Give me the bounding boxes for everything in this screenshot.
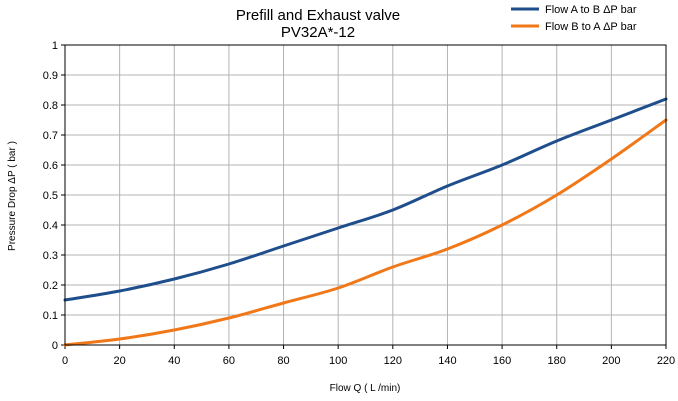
x-tick-label-8: 160 xyxy=(493,355,511,367)
x-tick-label-6: 120 xyxy=(384,355,402,367)
legend: Flow A to B ΔP bar Flow B to A ΔP bar xyxy=(511,4,637,33)
tick-labels: 0 20 40 60 80 100 120 140 160 180 200 220 0 0.1 0.2 0.3… xyxy=(43,40,675,367)
y-tick-label-5: 0.5 xyxy=(43,190,58,202)
y-axis-label: Pressure Drop ΔP ( bar ) xyxy=(7,141,18,251)
x-tick-label-10: 200 xyxy=(602,355,620,367)
chart-subtitle: PV32A*-12 xyxy=(281,24,355,41)
y-tick-label-6: 0.6 xyxy=(43,160,58,172)
x-axis-label: Flow Q ( L /min) xyxy=(330,383,401,394)
legend-label-0: Flow A to B ΔP bar xyxy=(545,4,637,16)
y-tick-label-8: 0.8 xyxy=(43,100,58,112)
x-tick-label-1: 20 xyxy=(114,355,126,367)
x-tick-label-4: 80 xyxy=(277,355,289,367)
x-tick-label-9: 180 xyxy=(548,355,566,367)
x-tick-label-2: 40 xyxy=(168,355,180,367)
y-tick-label-1: 0.1 xyxy=(43,310,58,322)
y-tick-label-7: 0.7 xyxy=(43,130,58,142)
x-tick-label-3: 60 xyxy=(223,355,235,367)
y-tick-label-0: 0 xyxy=(52,340,58,352)
legend-label-1: Flow B to A ΔP bar xyxy=(545,21,637,33)
y-tick-label-3: 0.3 xyxy=(43,250,58,262)
y-tick-label-2: 0.2 xyxy=(43,280,58,292)
y-tick-label-4: 0.4 xyxy=(43,220,58,232)
series-lines xyxy=(63,97,668,347)
x-tick-label-0: 0 xyxy=(62,355,68,367)
y-tick-label-9: 0.9 xyxy=(43,70,58,82)
chart-title: Prefill and Exhaust valve xyxy=(236,7,400,24)
x-tick-label-7: 140 xyxy=(438,355,456,367)
x-tick-label-5: 100 xyxy=(329,355,347,367)
grid xyxy=(64,44,667,346)
plot-frame xyxy=(64,44,667,346)
series-line-1 xyxy=(63,118,668,347)
series-line-0 xyxy=(63,97,668,302)
y-tick-label-10: 1 xyxy=(52,40,58,52)
x-tick-label-11: 220 xyxy=(657,355,675,367)
